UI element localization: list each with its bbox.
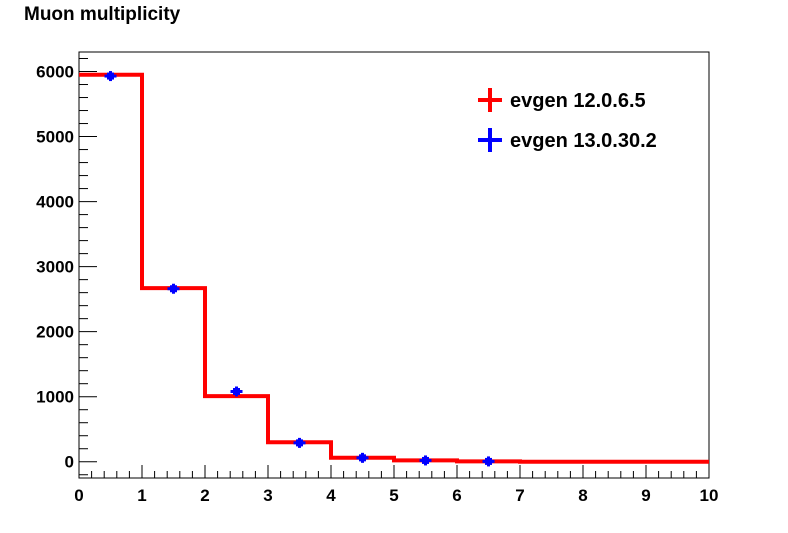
x-tick-label: 2 xyxy=(200,486,209,505)
x-tick-label: 5 xyxy=(389,486,398,505)
blue-data-point xyxy=(357,453,369,463)
x-tick-label: 3 xyxy=(263,486,272,505)
blue-marker xyxy=(422,457,429,464)
blue-marker xyxy=(233,388,240,395)
blue-marker xyxy=(359,454,366,461)
legend: evgen 12.0.6.5 evgen 13.0.30.2 xyxy=(478,88,657,152)
blue-marker xyxy=(170,285,177,292)
x-tick-label: 1 xyxy=(137,486,146,505)
blue-marker xyxy=(485,458,492,465)
blue-data-point xyxy=(294,438,306,448)
blue-data-point xyxy=(483,456,495,466)
plot-frame-rect xyxy=(79,52,709,478)
x-tick-label: 10 xyxy=(700,486,719,505)
y-tick-label: 0 xyxy=(65,453,74,472)
legend-label: evgen 12.0.6.5 xyxy=(510,90,646,112)
legend-entry: evgen 13.0.30.2 xyxy=(478,128,657,152)
blue-data-point xyxy=(105,71,117,81)
x-tick-label: 7 xyxy=(515,486,524,505)
plot-frame xyxy=(79,52,709,478)
y-tick-label: 3000 xyxy=(36,258,74,277)
blue-data-point xyxy=(168,284,180,294)
blue-marker xyxy=(107,73,114,80)
x-tick-label: 8 xyxy=(578,486,587,505)
x-tick-label: 4 xyxy=(326,486,336,505)
y-tick-label: 5000 xyxy=(36,128,74,147)
axes: 0 1 2 3 4 5 6 7 8 9 10 0 1000 2000 3000 4000 5000 6000 xyxy=(36,59,718,505)
blue-data-point xyxy=(420,455,432,465)
legend-entry: evgen 12.0.6.5 xyxy=(478,88,646,112)
x-tick-label: 9 xyxy=(641,486,650,505)
y-tick-label: 6000 xyxy=(36,63,74,82)
legend-label: evgen 13.0.30.2 xyxy=(510,130,657,152)
blue-marker xyxy=(296,439,303,446)
y-tick-label: 1000 xyxy=(36,388,74,407)
x-tick-label: 0 xyxy=(74,486,83,505)
y-tick-label: 4000 xyxy=(36,193,74,212)
blue-markers xyxy=(105,71,495,466)
y-tick-label: 2000 xyxy=(36,323,74,342)
x-tick-label: 6 xyxy=(452,486,461,505)
